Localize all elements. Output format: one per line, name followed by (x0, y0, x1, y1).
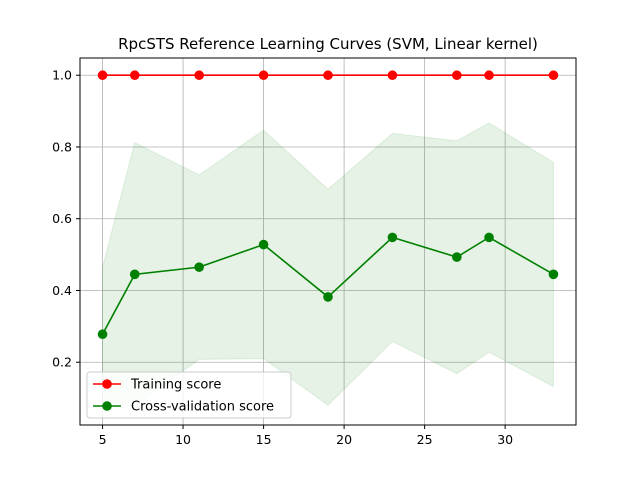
x-tick-label: 25 (417, 432, 433, 447)
legend-label-series-1: Cross-validation score (131, 400, 274, 415)
data-point-series-0 (452, 70, 462, 81)
chart-title: RpcSTS Reference Learning Curves (SVM, L… (118, 35, 538, 53)
x-tick-label: 10 (175, 432, 191, 447)
data-point-series-0 (548, 70, 559, 81)
data-point-series-1 (129, 269, 140, 280)
data-point-series-1 (452, 252, 462, 262)
axes-frame (79, 57, 577, 426)
legend-box (86, 371, 292, 419)
x-tick-label: 5 (99, 432, 107, 447)
data-point-series-0 (194, 70, 204, 81)
x-tick-label: 20 (336, 432, 352, 447)
y-tick-label: 0.2 (52, 355, 72, 370)
data-point-series-1 (387, 232, 398, 243)
confidence-band-series-1 (102, 122, 554, 407)
data-point-series-0 (258, 70, 269, 81)
y-tick-label: 0.6 (52, 211, 72, 226)
y-tick-label: 1.0 (52, 68, 72, 83)
plot-area: 5 10 15 20 25 30 0.2 0.4 0.6 0.8 1.0 Training score… (52, 57, 577, 447)
x-tick-label: 15 (256, 432, 272, 447)
legend-marker-series-1 (102, 401, 112, 411)
legend-marker-series-0 (102, 379, 112, 389)
data-point-series-1 (97, 329, 108, 340)
data-point-series-0 (484, 70, 494, 81)
y-tick-label: 0.8 (52, 139, 72, 154)
y-tick-label: 0.4 (52, 283, 72, 298)
data-point-series-1 (194, 262, 204, 272)
x-tick-label: 30 (497, 432, 513, 447)
data-point-series-1 (548, 269, 559, 280)
data-point-series-0 (323, 70, 333, 81)
legend: Training score Cross-validation score (86, 371, 292, 419)
data-point-series-1 (258, 239, 269, 250)
data-point-series-1 (484, 232, 494, 243)
data-point-series-0 (97, 70, 108, 81)
data-point-series-0 (129, 70, 140, 81)
legend-label-series-0: Training score (130, 378, 221, 393)
data-point-series-0 (387, 70, 398, 81)
data-point-series-1 (323, 292, 333, 302)
